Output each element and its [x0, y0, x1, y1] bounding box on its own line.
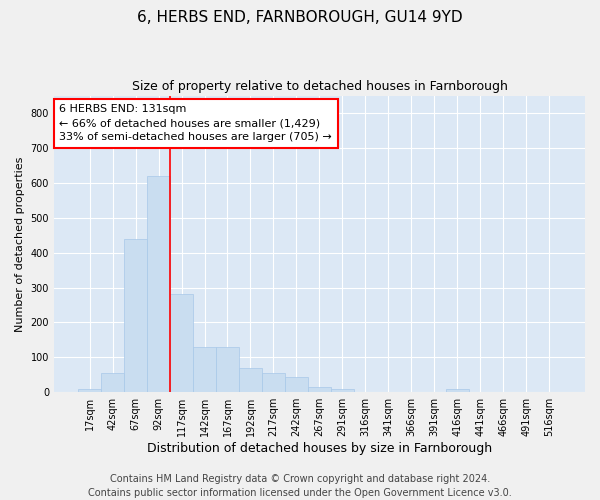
Bar	[239, 368, 262, 392]
Bar	[170, 294, 193, 392]
Title: Size of property relative to detached houses in Farnborough: Size of property relative to detached ho…	[131, 80, 508, 93]
Bar	[101, 373, 124, 392]
Bar	[147, 176, 170, 392]
Bar	[124, 238, 147, 392]
Text: 6 HERBS END: 131sqm
← 66% of detached houses are smaller (1,429)
33% of semi-det: 6 HERBS END: 131sqm ← 66% of detached ho…	[59, 104, 332, 142]
Bar	[285, 376, 308, 392]
Bar	[308, 387, 331, 392]
X-axis label: Distribution of detached houses by size in Farnborough: Distribution of detached houses by size …	[147, 442, 492, 455]
Bar	[193, 347, 216, 392]
Bar	[446, 388, 469, 392]
Y-axis label: Number of detached properties: Number of detached properties	[15, 156, 25, 332]
Text: Contains HM Land Registry data © Crown copyright and database right 2024.
Contai: Contains HM Land Registry data © Crown c…	[88, 474, 512, 498]
Bar	[78, 388, 101, 392]
Bar	[331, 388, 354, 392]
Text: 6, HERBS END, FARNBOROUGH, GU14 9YD: 6, HERBS END, FARNBOROUGH, GU14 9YD	[137, 10, 463, 25]
Bar	[216, 347, 239, 392]
Bar	[262, 373, 285, 392]
